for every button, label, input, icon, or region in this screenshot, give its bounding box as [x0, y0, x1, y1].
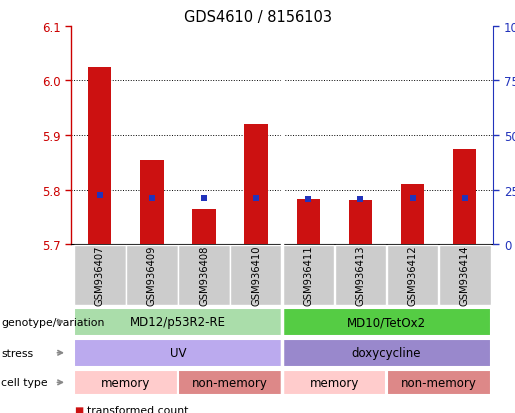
Bar	[178, 370, 282, 395]
Bar	[297, 200, 320, 244]
Bar	[335, 246, 386, 305]
Text: GSM936412: GSM936412	[407, 245, 418, 306]
Bar	[140, 160, 164, 244]
Bar	[74, 308, 282, 336]
Bar	[401, 185, 424, 244]
Bar	[178, 246, 230, 305]
Text: GSM936407: GSM936407	[95, 245, 105, 306]
Text: stress: stress	[1, 348, 33, 358]
Bar	[283, 370, 386, 395]
Bar	[283, 308, 490, 336]
Text: GSM936414: GSM936414	[460, 245, 470, 306]
Text: cell type: cell type	[1, 377, 48, 387]
Bar	[230, 246, 282, 305]
Bar	[387, 246, 438, 305]
Text: GSM936408: GSM936408	[199, 245, 209, 306]
Bar	[453, 149, 476, 244]
Text: doxycycline: doxycycline	[352, 347, 421, 359]
Text: UV: UV	[170, 347, 186, 359]
Text: genotype/variation: genotype/variation	[1, 317, 105, 327]
Bar	[283, 339, 490, 367]
Bar	[387, 370, 490, 395]
Text: GSM936413: GSM936413	[355, 245, 366, 306]
Text: MD10/TetOx2: MD10/TetOx2	[347, 316, 426, 328]
Bar	[126, 246, 178, 305]
Bar	[74, 246, 126, 305]
Bar	[192, 209, 216, 244]
Text: GSM936411: GSM936411	[303, 245, 313, 306]
Text: transformed count: transformed count	[87, 405, 188, 413]
Bar	[245, 125, 268, 244]
Text: ■: ■	[74, 405, 83, 413]
Text: memory: memory	[101, 376, 150, 389]
Text: GSM936409: GSM936409	[147, 245, 157, 306]
Text: GDS4610 / 8156103: GDS4610 / 8156103	[183, 10, 332, 25]
Text: memory: memory	[310, 376, 359, 389]
Text: MD12/p53R2-RE: MD12/p53R2-RE	[130, 316, 226, 328]
Text: non-memory: non-memory	[401, 376, 476, 389]
Bar	[74, 370, 178, 395]
Text: GSM936410: GSM936410	[251, 245, 261, 306]
Bar	[88, 68, 111, 244]
Bar	[439, 246, 490, 305]
Bar	[349, 201, 372, 244]
Text: non-memory: non-memory	[192, 376, 268, 389]
Bar	[74, 339, 282, 367]
Bar	[283, 246, 334, 305]
